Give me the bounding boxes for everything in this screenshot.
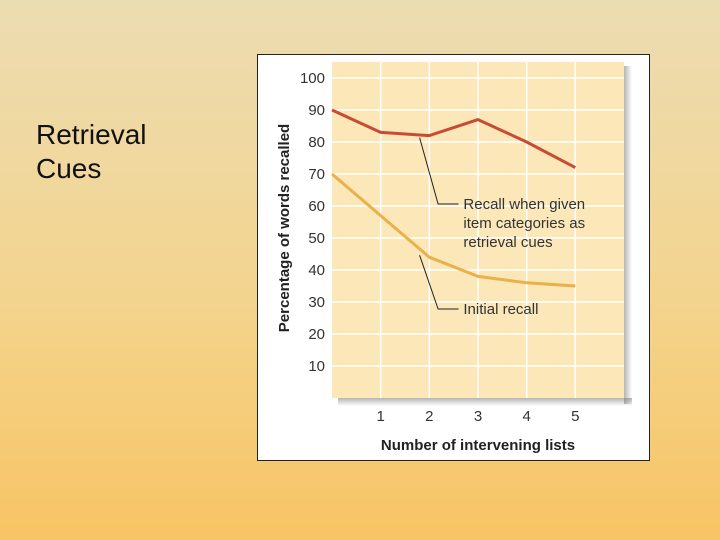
annotation-cued-line: Recall when given bbox=[463, 196, 585, 213]
y-tick-label: 70 bbox=[308, 166, 325, 183]
y-tick-labels: 10 20 30 40 50 60 70 80 90 100 bbox=[300, 70, 325, 375]
annotation-initial-line: Initial recall bbox=[463, 301, 538, 318]
leader-line-initial bbox=[419, 255, 459, 310]
x-axis-title: Number of intervening lists bbox=[381, 437, 575, 454]
x-tick-label: 1 bbox=[376, 408, 384, 425]
y-tick-label: 100 bbox=[300, 70, 325, 87]
grid bbox=[332, 62, 624, 398]
plot-shadow-right bbox=[624, 66, 632, 404]
y-tick-label: 80 bbox=[308, 134, 325, 151]
series-line-cued-recall bbox=[331, 108, 577, 169]
series-lines bbox=[331, 108, 577, 288]
x-tick-label: 3 bbox=[474, 408, 482, 425]
y-axis-title: Percentage of words recalled bbox=[276, 124, 293, 332]
annotation-cued-line: retrieval cues bbox=[463, 234, 552, 251]
slide-title-line-2: Cues bbox=[36, 153, 102, 184]
x-tick-label: 5 bbox=[571, 408, 579, 425]
y-tick-label: 30 bbox=[308, 294, 325, 311]
slide-title: Retrieval Cues bbox=[36, 118, 236, 186]
y-tick-label: 60 bbox=[308, 198, 325, 215]
x-tick-labels: 1 2 3 4 5 bbox=[376, 408, 579, 425]
x-tick-label: 2 bbox=[425, 408, 433, 425]
series-annotations: Recall when given item categories as retri… bbox=[463, 196, 585, 318]
leader-line-cued bbox=[419, 137, 459, 205]
series-line-initial-recall bbox=[331, 172, 576, 288]
slide-title-line-1: Retrieval bbox=[36, 119, 147, 150]
annotation-leaders bbox=[419, 137, 459, 310]
y-tick-label: 50 bbox=[308, 230, 325, 247]
y-tick-label: 40 bbox=[308, 262, 325, 279]
y-tick-label: 10 bbox=[308, 358, 325, 375]
y-tick-label: 20 bbox=[308, 326, 325, 343]
x-tick-label: 4 bbox=[522, 408, 530, 425]
plot-shadow-bottom bbox=[338, 398, 632, 406]
y-tick-label: 90 bbox=[308, 102, 325, 119]
annotation-cued-line: item categories as bbox=[463, 215, 585, 232]
